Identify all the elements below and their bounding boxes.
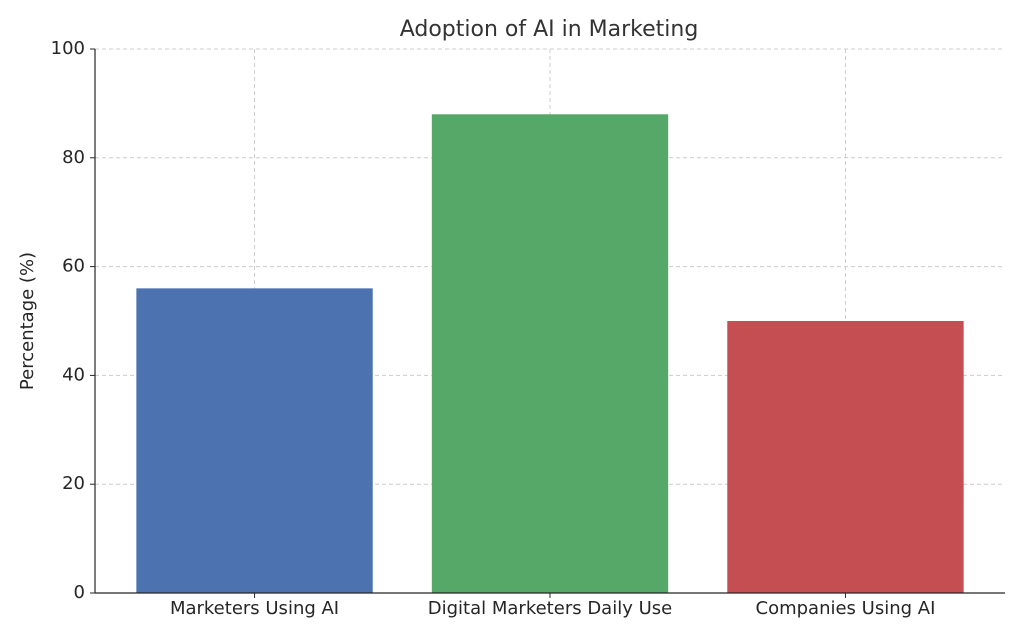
y-tick-label: 20 [62,473,85,494]
x-tick-label: Marketers Using AI [170,598,339,619]
chart-title: Adoption of AI in Marketing [400,17,699,42]
bar [727,321,964,593]
y-tick-label: 100 [51,38,85,59]
y-tick-label: 80 [62,147,85,168]
bar [136,288,373,593]
y-tick-label: 0 [74,582,85,603]
y-tick-label: 40 [62,364,85,385]
y-tick-label: 60 [62,256,85,277]
x-tick-label: Digital Marketers Daily Use [428,598,672,619]
x-tick-label: Companies Using AI [756,598,936,619]
y-axis-label: Percentage (%) [17,252,38,390]
bar [431,114,669,593]
